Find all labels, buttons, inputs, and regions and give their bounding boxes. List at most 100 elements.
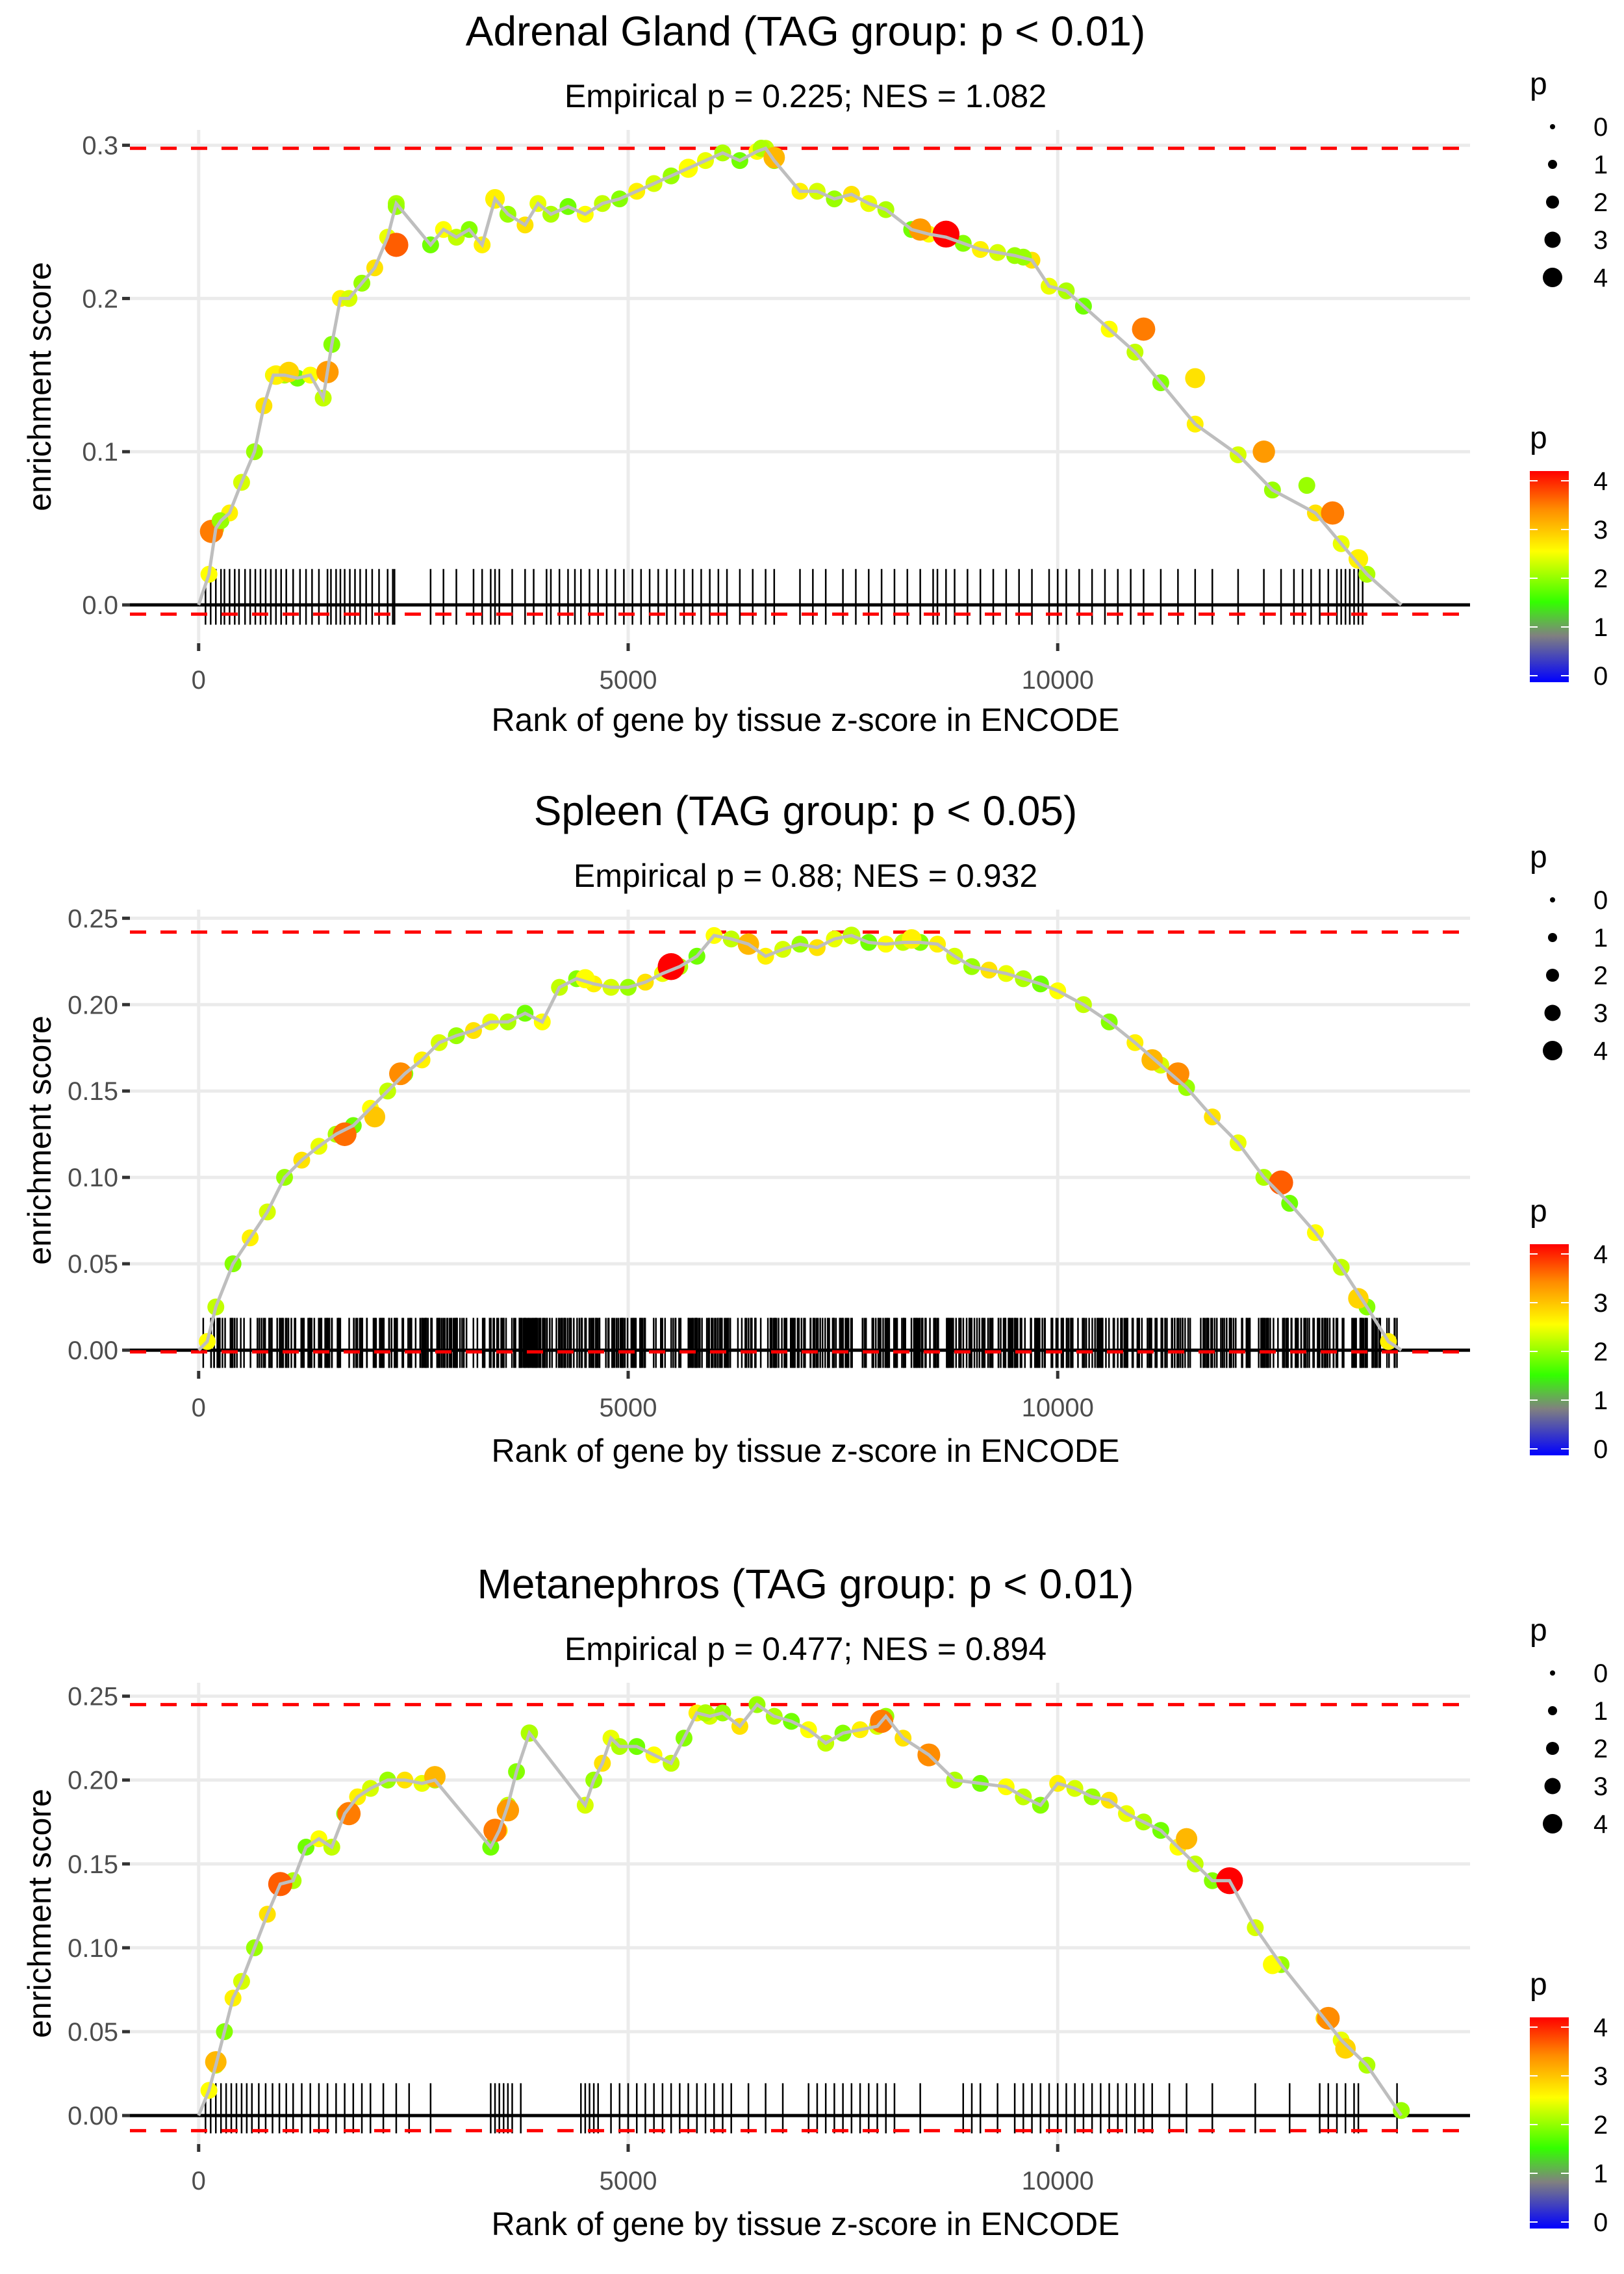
size-legend-key [1548, 160, 1557, 169]
y-tick-label: 0.25 [68, 904, 118, 933]
color-legend-label: 3 [1593, 2062, 1608, 2091]
panel-3: Metanephros (TAG group: p < 0.01) Empiric… [21, 1561, 1608, 2242]
gene-point [496, 1799, 520, 1822]
y-tick-label: 0.1 [82, 438, 118, 466]
chart-title: Spleen (TAG group: p < 0.05) [534, 787, 1078, 834]
y-tick-label: 0.15 [68, 1850, 118, 1879]
y-axis-title: enrichment score [21, 262, 58, 511]
gene-point [1269, 1170, 1293, 1195]
color-legend-label: 1 [1593, 613, 1608, 642]
y-tick-label: 0.20 [68, 1767, 118, 1795]
color-legend-bar [1530, 471, 1569, 682]
y-tick-label: 0.00 [68, 1336, 118, 1365]
panel-1: Adrenal Gland (TAG group: p < 0.01) Empir… [21, 8, 1608, 738]
size-legend-key [1546, 196, 1559, 209]
size-legend-key [1548, 1706, 1557, 1715]
chart-title: Metanephros (TAG group: p < 0.01) [477, 1561, 1134, 1607]
color-legend-bar [1530, 1244, 1569, 1455]
size-legend-key [1544, 1004, 1561, 1021]
running-es-curve [197, 146, 1402, 606]
chart-subtitle: Empirical p = 0.88; NES = 0.932 [574, 858, 1037, 894]
y-tick-label: 0.2 [82, 285, 118, 313]
chart-subtitle: Empirical p = 0.225; NES = 1.082 [565, 78, 1047, 114]
gene-point [1335, 2038, 1356, 2059]
size-legend-title: p [1530, 1613, 1547, 1648]
x-tick-label: 10000 [1022, 666, 1094, 695]
chart-title: Adrenal Gland (TAG group: p < 0.01) [466, 8, 1146, 55]
size-legend-key [1546, 1742, 1559, 1755]
size-legend-label: 3 [1593, 1772, 1608, 1801]
size-legend-label: 1 [1593, 924, 1608, 952]
gene-point [1176, 1828, 1198, 1850]
size-legend-label: 0 [1593, 1659, 1608, 1688]
size-legend-label: 0 [1593, 886, 1608, 915]
y-tick-label: 0.20 [68, 991, 118, 1019]
gene-point [1321, 501, 1345, 525]
color-legend-label: 1 [1593, 1386, 1608, 1415]
gene-point [1348, 549, 1369, 569]
size-legend-label: 3 [1593, 226, 1608, 255]
x-axis-title: Rank of gene by tissue z-score in ENCODE [491, 2206, 1119, 2242]
y-tick-label: 0.0 [82, 591, 118, 620]
y-tick-label: 0.00 [68, 2102, 118, 2130]
gene-point [1185, 368, 1206, 389]
y-axis-title: enrichment score [21, 1016, 58, 1265]
size-legend-label: 4 [1593, 1810, 1608, 1839]
color-legend-label: 3 [1593, 1289, 1608, 1318]
size-legend-key [1543, 268, 1562, 287]
color-legend-label: 4 [1593, 1240, 1608, 1269]
gene-point [364, 1106, 386, 1128]
color-legend-label: 1 [1593, 2160, 1608, 2188]
gene-point [1298, 477, 1315, 494]
size-legend-label: 2 [1593, 1735, 1608, 1763]
size-legend-label: 2 [1593, 188, 1608, 217]
y-tick-label: 0.05 [68, 1250, 118, 1279]
y-tick-label: 0.10 [68, 1934, 118, 1963]
gene-point [1252, 441, 1275, 463]
x-tick-label: 10000 [1022, 1394, 1094, 1422]
size-legend-label: 4 [1593, 1037, 1608, 1066]
y-tick-label: 0.05 [68, 2018, 118, 2047]
size-legend-label: 3 [1593, 999, 1608, 1028]
color-legend-label: 2 [1593, 1338, 1608, 1366]
gene-point [389, 1062, 412, 1086]
gene-point [1132, 317, 1156, 341]
size-legend-key [1550, 897, 1555, 902]
color-legend-bar [1530, 2017, 1569, 2229]
x-tick-label: 5000 [600, 2167, 657, 2195]
color-legend-label: 0 [1593, 2208, 1608, 2237]
gene-point [909, 218, 932, 241]
x-tick-label: 10000 [1022, 2167, 1094, 2195]
y-tick-label: 0.15 [68, 1077, 118, 1106]
x-tick-label: 5000 [600, 1394, 657, 1422]
gene-point [384, 233, 409, 257]
gene-point [424, 1766, 446, 1788]
size-legend-key [1550, 124, 1555, 129]
size-legend-key [1543, 1814, 1562, 1833]
chart-subtitle: Empirical p = 0.477; NES = 0.894 [565, 1631, 1047, 1667]
size-legend-key [1550, 1670, 1555, 1676]
size-legend-key [1546, 969, 1559, 982]
color-legend-title: p [1530, 421, 1547, 455]
y-tick-label: 0.10 [68, 1164, 118, 1192]
color-legend-label: 2 [1593, 2111, 1608, 2140]
gene-point [1166, 1062, 1189, 1086]
size-legend-label: 2 [1593, 962, 1608, 990]
y-axis-title: enrichment score [21, 1789, 58, 2038]
size-legend-key [1548, 933, 1557, 942]
color-legend-label: 3 [1593, 516, 1608, 544]
color-legend-label: 4 [1593, 467, 1608, 496]
gene-point [1317, 2006, 1340, 2030]
x-tick-label: 5000 [600, 666, 657, 695]
x-axis-title: Rank of gene by tissue z-score in ENCODE [491, 702, 1119, 738]
size-legend-label: 1 [1593, 151, 1608, 179]
size-legend-key [1543, 1041, 1562, 1060]
size-legend-label: 4 [1593, 264, 1608, 292]
color-legend-label: 2 [1593, 565, 1608, 593]
color-legend-title: p [1530, 1194, 1547, 1229]
size-legend-title: p [1530, 67, 1547, 101]
x-tick-label: 0 [192, 666, 206, 695]
panel-2: Spleen (TAG group: p < 0.05) Empirical p … [21, 787, 1608, 1469]
running-es-curve [197, 934, 1402, 1352]
